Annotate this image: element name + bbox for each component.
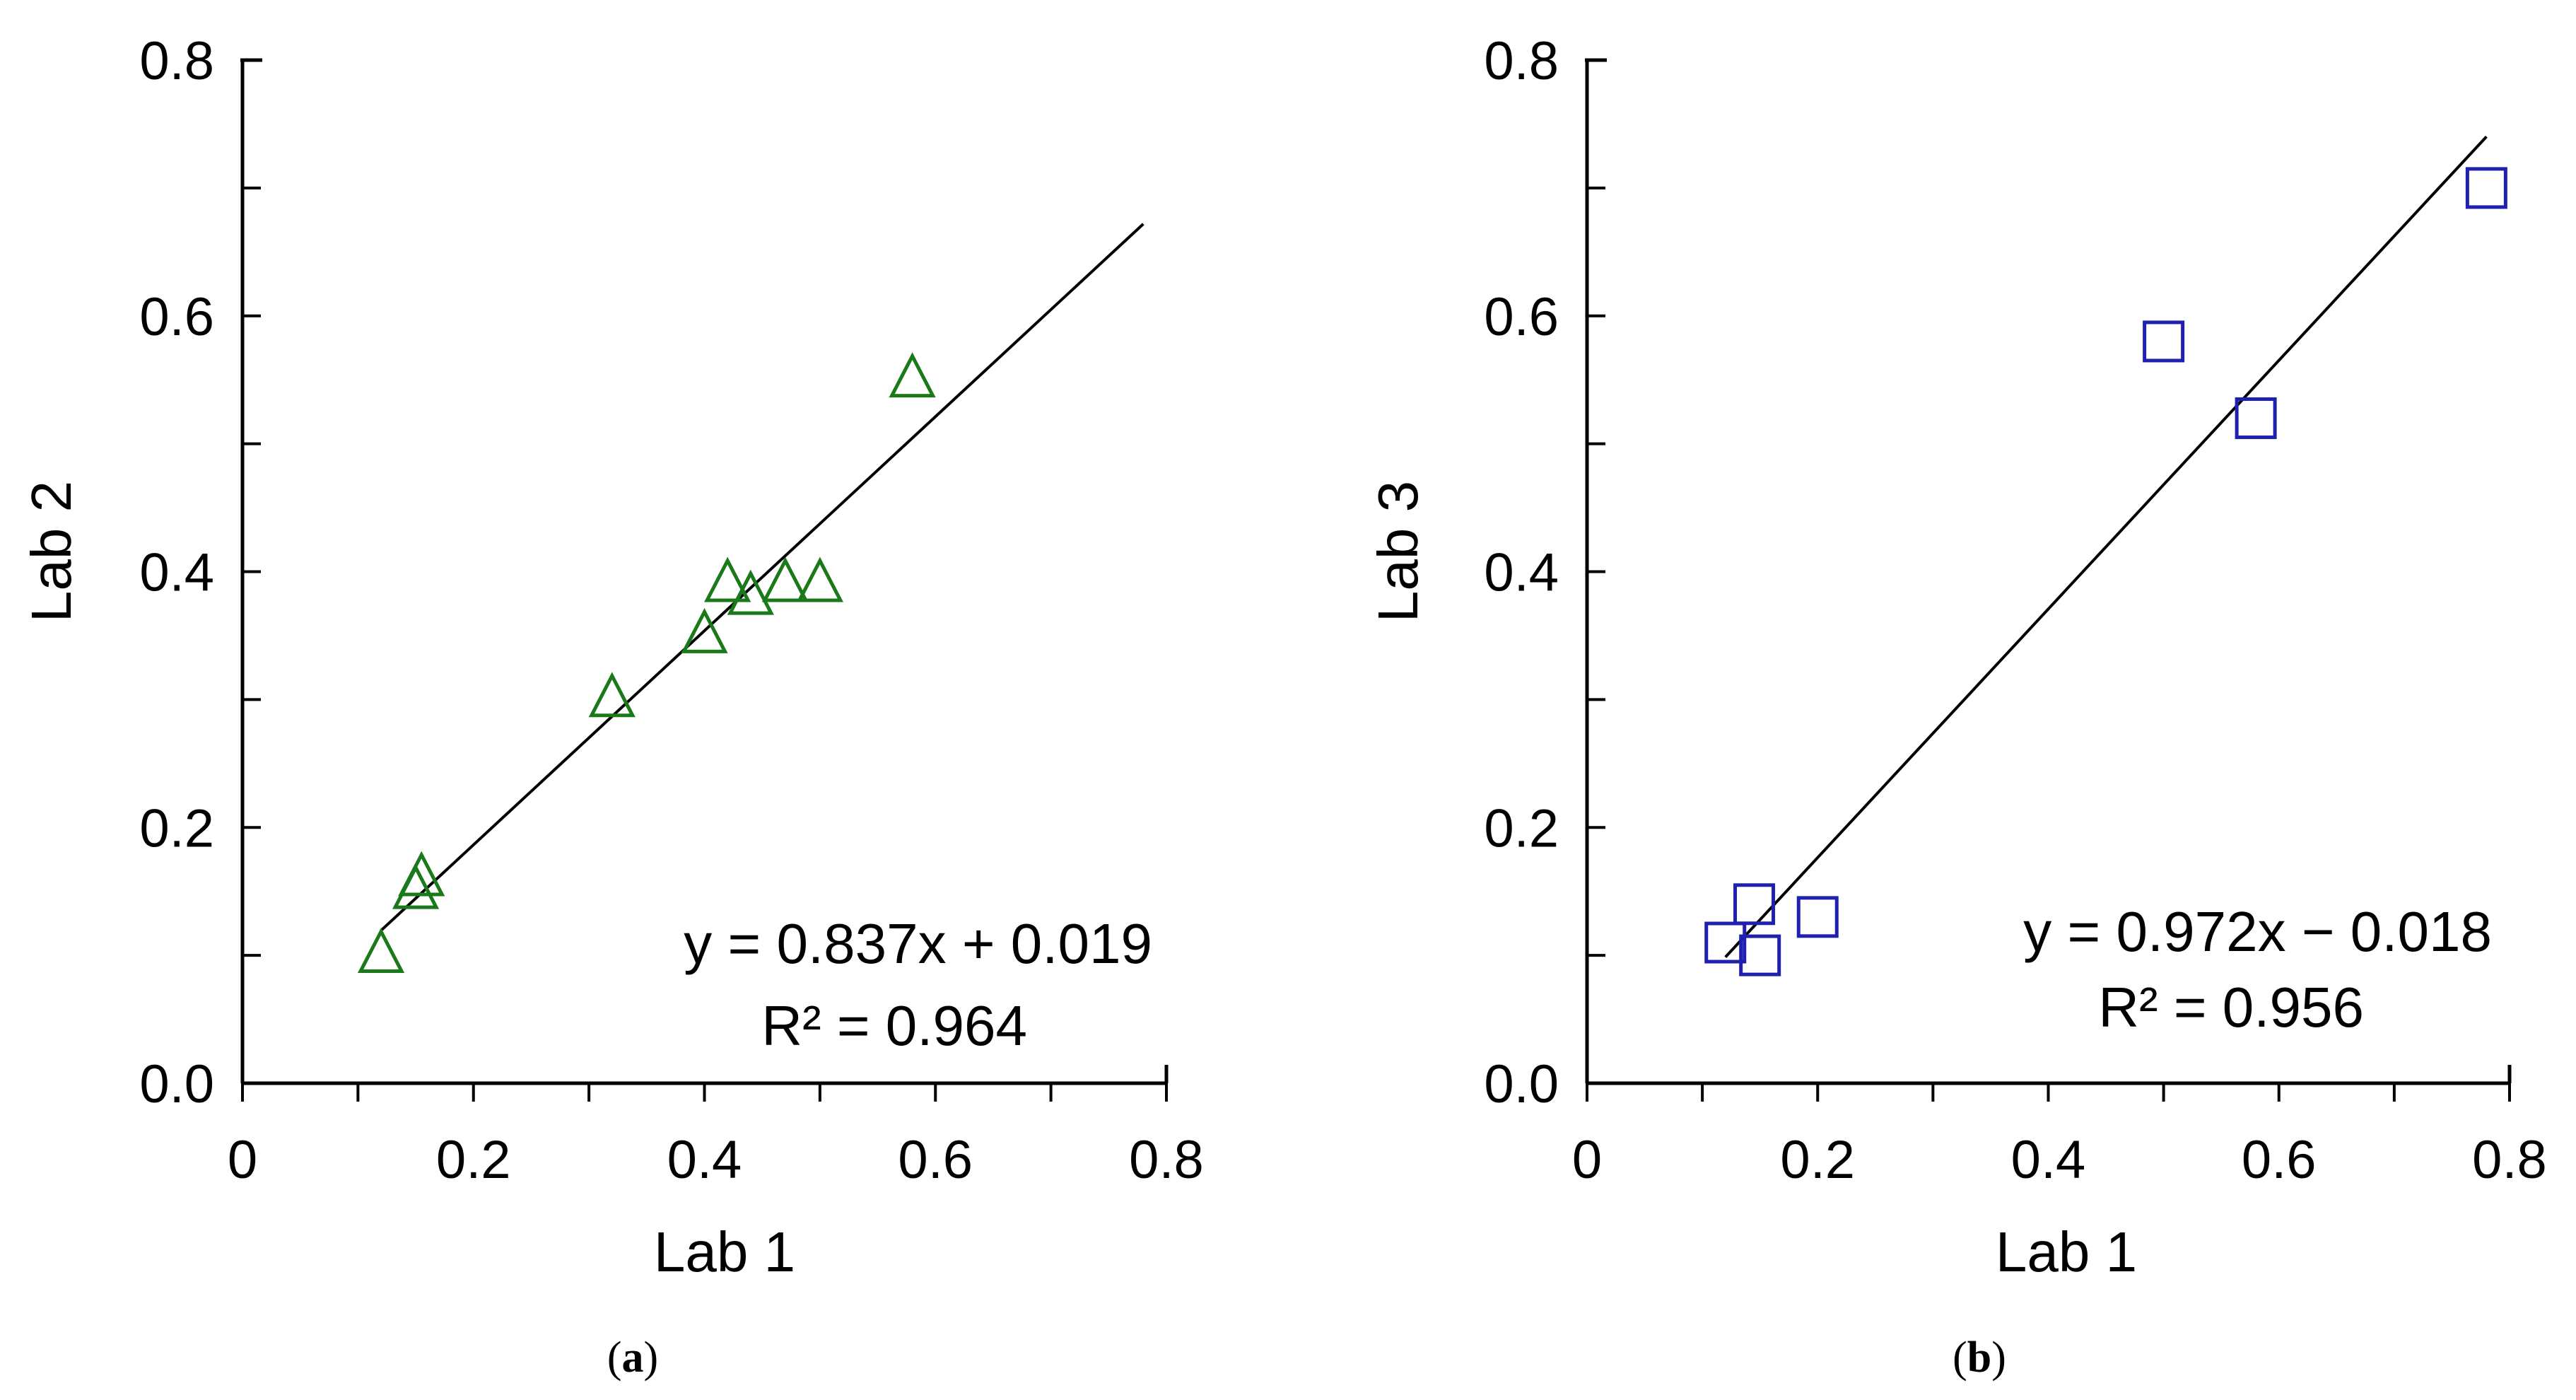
data-point-triangle: [761, 556, 809, 602]
x-tick-label: 0.2: [1780, 1130, 1855, 1190]
data-points: [1704, 167, 2507, 976]
y-tick-label: 0.6: [1484, 287, 1559, 347]
trendline: [1724, 135, 2488, 958]
data-point-square: [1796, 896, 1839, 938]
y-axis-ticks: 0.0 0.2 0.4 0.6 0.8: [139, 31, 261, 1114]
data-points: [357, 352, 936, 974]
data-point-triangle: [796, 556, 843, 602]
y-tick-label: 0.0: [1484, 1054, 1559, 1114]
trendline: [380, 223, 1144, 932]
x-tick-label: 0.6: [2242, 1130, 2317, 1190]
data-point-square: [1704, 921, 1747, 964]
data-point-triangle: [889, 352, 936, 398]
x-axis-ticks: 0 0.2 0.4 0.6 0.8: [1572, 1083, 2547, 1190]
x-tick-label: 0.4: [667, 1130, 742, 1190]
trendline-path: [380, 223, 1144, 932]
equation-label: y = 0.972x − 0.018: [2023, 900, 2492, 963]
y-tick-label: 0.8: [139, 31, 214, 91]
data-point-triangle: [398, 851, 445, 897]
data-point-square: [2143, 320, 2185, 363]
y-axis-label: Lab 3: [1366, 481, 1429, 622]
x-tick-label: 0.4: [2011, 1130, 2086, 1190]
data-point-triangle: [357, 928, 405, 974]
x-axis-label: Lab 1: [654, 1220, 795, 1283]
x-tick-label: 0.2: [436, 1130, 511, 1190]
chart-panel-a: 0 0.2 0.4 0.6 0.8 0.0 0.2 0.4 0.6 0.8 Lab 1 Lab …: [20, 31, 1204, 1382]
data-point-square: [1739, 934, 1781, 976]
data-point-triangle: [704, 556, 751, 602]
y-tick-label: 0.6: [139, 287, 214, 347]
data-point-square: [2465, 167, 2507, 209]
chart-panel-b: 0 0.2 0.4 0.6 0.8 0.0 0.2 0.4 0.6 0.8 Lab 1 Lab …: [1366, 31, 2547, 1382]
data-point-square: [1733, 883, 1776, 926]
x-tick-label: 0: [228, 1130, 257, 1190]
y-tick-label: 0.8: [1484, 31, 1559, 91]
x-tick-label: 0: [1572, 1130, 1602, 1190]
trendline-path: [1724, 135, 2488, 958]
x-axis-ticks: 0 0.2 0.4 0.6 0.8: [228, 1083, 1204, 1190]
x-axis-label: Lab 1: [1996, 1220, 2137, 1283]
y-tick-label: 0.2: [1484, 798, 1559, 858]
x-tick-label: 0.6: [898, 1130, 973, 1190]
x-tick-label: 0.8: [2472, 1130, 2547, 1190]
y-tick-label: 0.2: [139, 798, 214, 858]
r-squared-label: R² = 0.956: [2098, 976, 2364, 1039]
y-tick-label: 0.0: [139, 1054, 214, 1114]
equation-label: y = 0.837x + 0.019: [684, 912, 1152, 975]
data-point-triangle: [681, 607, 728, 653]
data-point-triangle: [727, 569, 774, 615]
x-tick-label: 0.8: [1129, 1130, 1204, 1190]
y-tick-label: 0.4: [1484, 543, 1559, 603]
data-point-triangle: [588, 672, 636, 718]
y-tick-label: 0.4: [139, 543, 214, 603]
data-point-square: [2235, 397, 2277, 439]
y-axis-label: Lab 2: [20, 481, 83, 622]
r-squared-label: R² = 0.964: [761, 994, 1027, 1057]
y-axis-ticks: 0.0 0.2 0.4 0.6 0.8: [1484, 31, 1605, 1114]
panel-label: (a): [607, 1334, 658, 1382]
panel-label: (b): [1953, 1334, 2006, 1382]
